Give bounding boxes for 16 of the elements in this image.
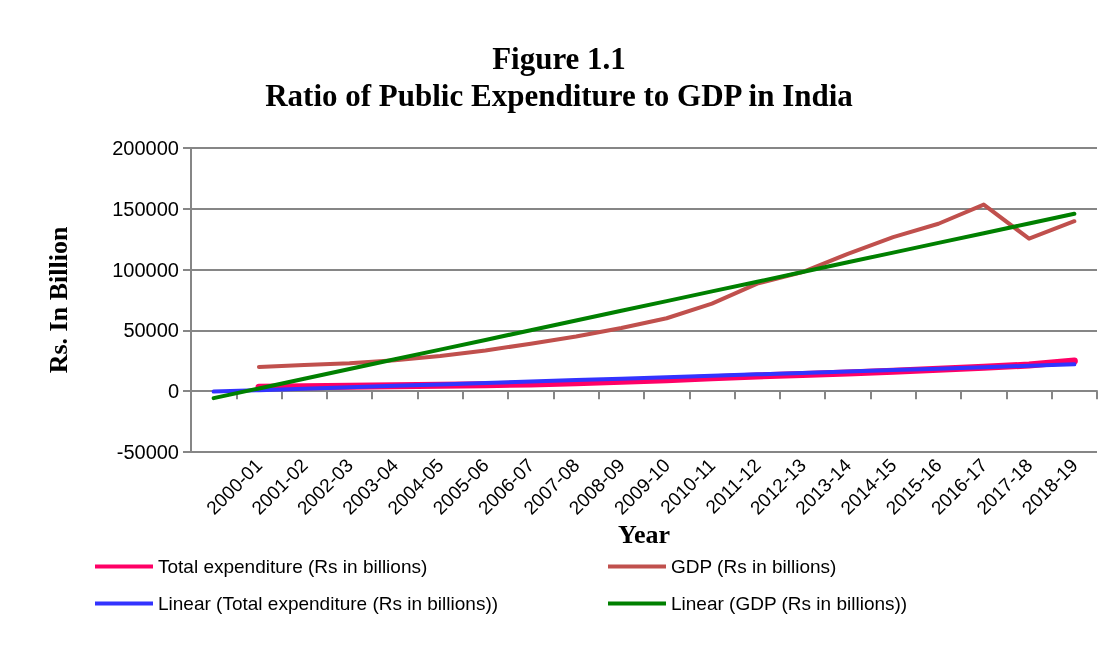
y-tick-label: 0 (167, 380, 179, 403)
y-tick-label: 100000 (112, 258, 179, 281)
legend-label: Linear (GDP (Rs in billions)) (671, 593, 908, 614)
y-tick-label: 50000 (123, 319, 179, 342)
y-tick-label: 150000 (112, 197, 179, 220)
legend-label: Linear (Total expenditure (Rs in billions)) (158, 593, 499, 614)
y-tick-label: 200000 (112, 137, 179, 159)
line-series (211, 362, 1077, 394)
line-series (211, 211, 1077, 401)
y-tick-label: -50000 (116, 441, 179, 463)
chart-subtitle: Ratio of Public Expenditure to GDP in India (265, 78, 854, 113)
y-axis-title: Rs. In Billion (43, 226, 73, 374)
legend-label: GDP (Rs in billions) (671, 556, 837, 577)
x-axis-title: Year (618, 519, 670, 549)
chart-title: Figure 1.1 (492, 41, 626, 76)
legend-label: Total expenditure (Rs in billions) (158, 556, 428, 577)
